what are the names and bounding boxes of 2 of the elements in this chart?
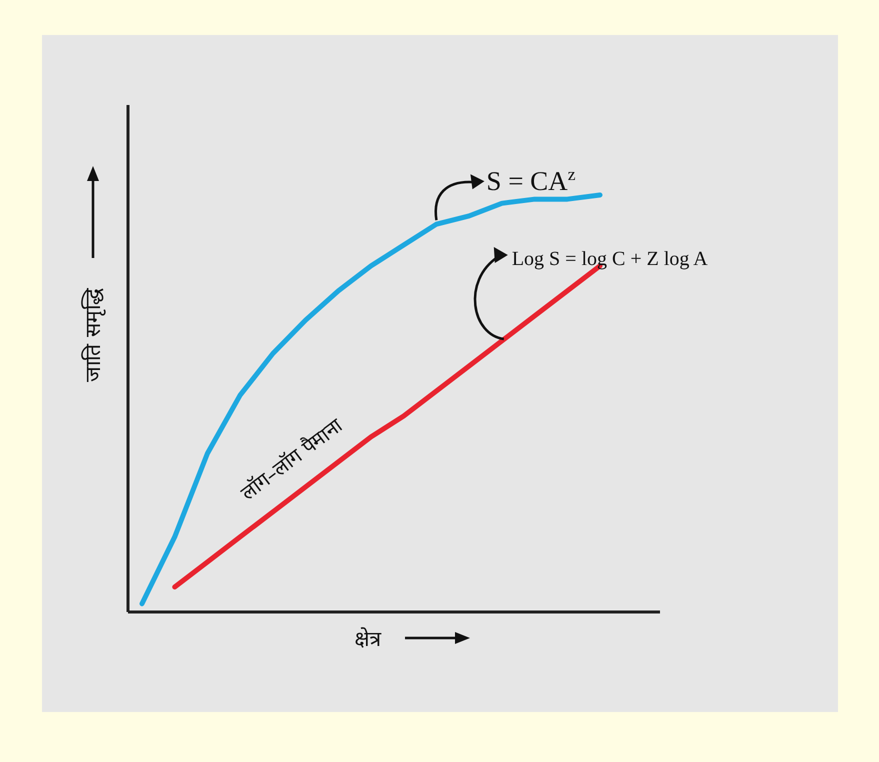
ylabel: जाति समृद्धि — [81, 288, 105, 382]
xlabel: क्षेत्र — [354, 627, 382, 651]
